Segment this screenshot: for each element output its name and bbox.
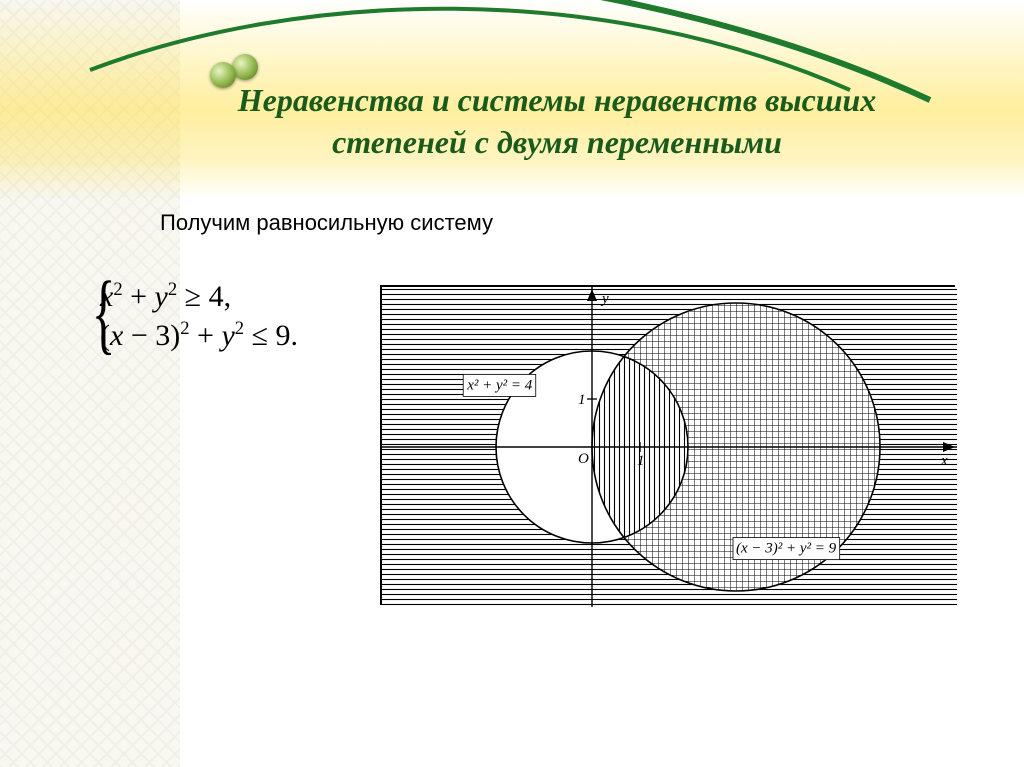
equation-1: x2 + y2 ≥ 4, (100, 279, 298, 314)
svg-text:O: O (578, 451, 589, 467)
svg-text:(x − 3)² + y² = 9: (x − 3)² + y² = 9 (736, 541, 837, 557)
svg-text:y: y (600, 291, 609, 307)
system-brace: { (92, 269, 116, 359)
svg-text:1: 1 (578, 392, 586, 408)
equation-system: { x2 + y2 ≥ 4, (x − 3)2 + y2 ≤ 9. (100, 275, 298, 357)
svg-text:x² + y² = 4: x² + y² = 4 (466, 377, 533, 393)
subtitle-text: Получим равносильную систему (160, 210, 493, 236)
slide-title: Неравенства и системы неравенств высших … (150, 80, 964, 163)
region-diagram: y x O 1 1 x² + y² = 4 (x − 3)² + y² = 9 (380, 285, 955, 605)
diagram-svg: y x O 1 1 x² + y² = 4 (x − 3)² + y² = 9 (382, 287, 957, 607)
title-line-1: Неравенства и системы неравенств высших (238, 82, 877, 118)
svg-text:x: x (940, 453, 948, 469)
svg-text:1: 1 (637, 453, 645, 469)
equation-2: (x − 3)2 + y2 ≤ 9. (100, 318, 298, 353)
title-line-2: степеней с двумя переменными (332, 124, 782, 160)
